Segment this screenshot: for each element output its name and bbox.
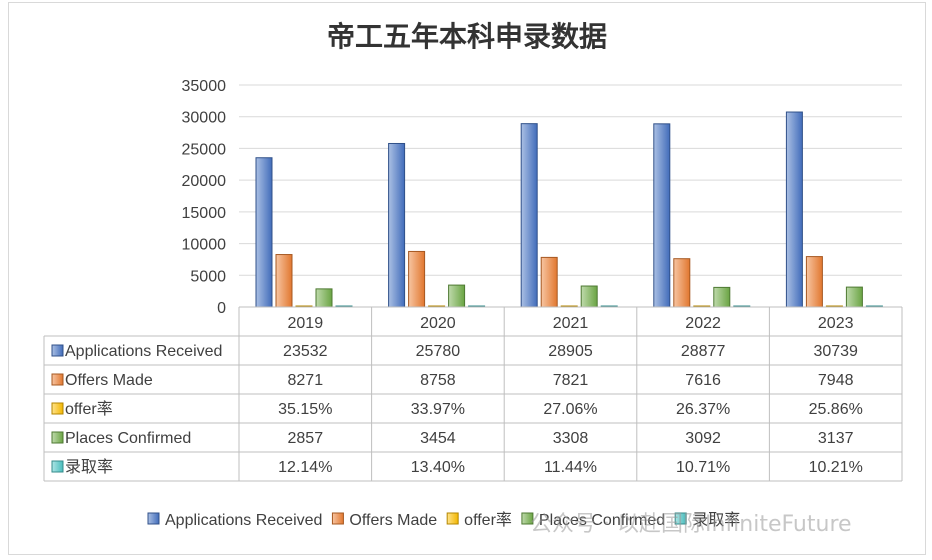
bar-0-0 xyxy=(255,157,273,308)
data-label: 23532 xyxy=(283,343,328,360)
data-label: 3454 xyxy=(420,430,456,447)
legend-label: Offers Made xyxy=(349,512,437,529)
data-label: 25780 xyxy=(416,343,461,360)
legend-label: 录取率 xyxy=(692,511,740,529)
y-tick-label: 0 xyxy=(217,300,226,317)
y-tick-label: 35000 xyxy=(182,78,227,95)
legend-label: Applications Received xyxy=(165,512,322,529)
legend-key xyxy=(521,512,534,525)
table-row-label: Places Confirmed xyxy=(65,430,191,447)
table-legend-key xyxy=(51,344,64,357)
y-axis: 0 5000 10000 15000 20000 25000 30000 35000 xyxy=(182,78,227,317)
table-row-label: Applications Received xyxy=(65,343,222,360)
table-legend-key xyxy=(51,431,64,444)
table-legend-key xyxy=(51,460,64,473)
legend-key xyxy=(674,512,687,525)
data-label: 27.06% xyxy=(543,401,597,418)
bar-3-2 xyxy=(580,285,598,308)
bar-3-0 xyxy=(315,288,333,308)
data-label: 3308 xyxy=(553,430,589,447)
chart-title: 帝工五年本科申录数据 xyxy=(327,20,607,53)
data-label: 3092 xyxy=(685,430,721,447)
data-label: 26.37% xyxy=(676,401,730,418)
data-label: 11.44% xyxy=(544,459,597,476)
legend: Applications Received Offers Made offer率 Pl… xyxy=(147,511,740,529)
data-label: 12.14% xyxy=(278,459,332,476)
bar-0-1 xyxy=(388,142,406,308)
bar-1-3 xyxy=(673,258,691,308)
data-label: 7821 xyxy=(553,372,589,389)
x-tick-label: 2022 xyxy=(685,315,721,332)
data-label: 30739 xyxy=(813,343,858,360)
data-label: 8758 xyxy=(420,372,456,389)
bar-0-3 xyxy=(653,123,671,308)
data-label: 7948 xyxy=(818,372,854,389)
table-legend-key xyxy=(51,373,64,386)
data-label: 33.97% xyxy=(411,401,465,418)
bars xyxy=(255,111,883,308)
bar-3-3 xyxy=(713,286,731,308)
legend-key xyxy=(331,512,344,525)
y-tick-label: 5000 xyxy=(190,268,226,285)
legend-key xyxy=(446,512,459,525)
table-legend-key xyxy=(51,402,64,415)
data-label: 28905 xyxy=(548,343,593,360)
data-label: 8271 xyxy=(288,372,324,389)
data-label: 2857 xyxy=(288,430,324,447)
legend-label: Places Confirmed xyxy=(539,512,665,529)
table-row-label: 录取率 xyxy=(65,458,113,476)
watermark: 公众号 · 以赴国际InfiniteFuture xyxy=(530,512,852,537)
data-label: 35.15% xyxy=(278,401,332,418)
y-tick-label: 30000 xyxy=(182,110,227,127)
bar-3-1 xyxy=(448,284,466,308)
data-label: 10.21% xyxy=(809,459,863,476)
bar-0-4 xyxy=(785,111,803,308)
table-row-label: Offers Made xyxy=(65,372,153,389)
bar-0-2 xyxy=(520,123,538,308)
bar-1-2 xyxy=(540,256,558,308)
bar-3-4 xyxy=(845,286,863,308)
x-tick-label: 2023 xyxy=(818,315,854,332)
data-label: 10.71% xyxy=(676,459,730,476)
data-label: 3137 xyxy=(818,430,854,447)
y-tick-label: 25000 xyxy=(182,141,227,158)
x-tick-label: 2019 xyxy=(288,315,324,332)
data-label: 25.86% xyxy=(809,401,863,418)
data-label: 7616 xyxy=(685,372,721,389)
table-row-label: offer率 xyxy=(65,400,113,418)
bar-1-1 xyxy=(408,250,426,308)
x-tick-label: 2021 xyxy=(553,315,589,332)
x-tick-label: 2020 xyxy=(420,315,456,332)
data-label: 28877 xyxy=(681,343,726,360)
chart-frame xyxy=(8,2,926,555)
bar-1-0 xyxy=(275,254,293,308)
legend-key xyxy=(147,512,160,525)
y-tick-label: 10000 xyxy=(182,237,227,254)
data-label: 13.40% xyxy=(411,459,465,476)
legend-label: offer率 xyxy=(464,511,512,529)
data-table: 2019 2020 2021 2022 2023 Applications Receive… xyxy=(43,306,903,482)
y-tick-label: 20000 xyxy=(182,173,227,190)
bar-1-4 xyxy=(805,256,823,308)
y-tick-label: 15000 xyxy=(182,205,227,222)
